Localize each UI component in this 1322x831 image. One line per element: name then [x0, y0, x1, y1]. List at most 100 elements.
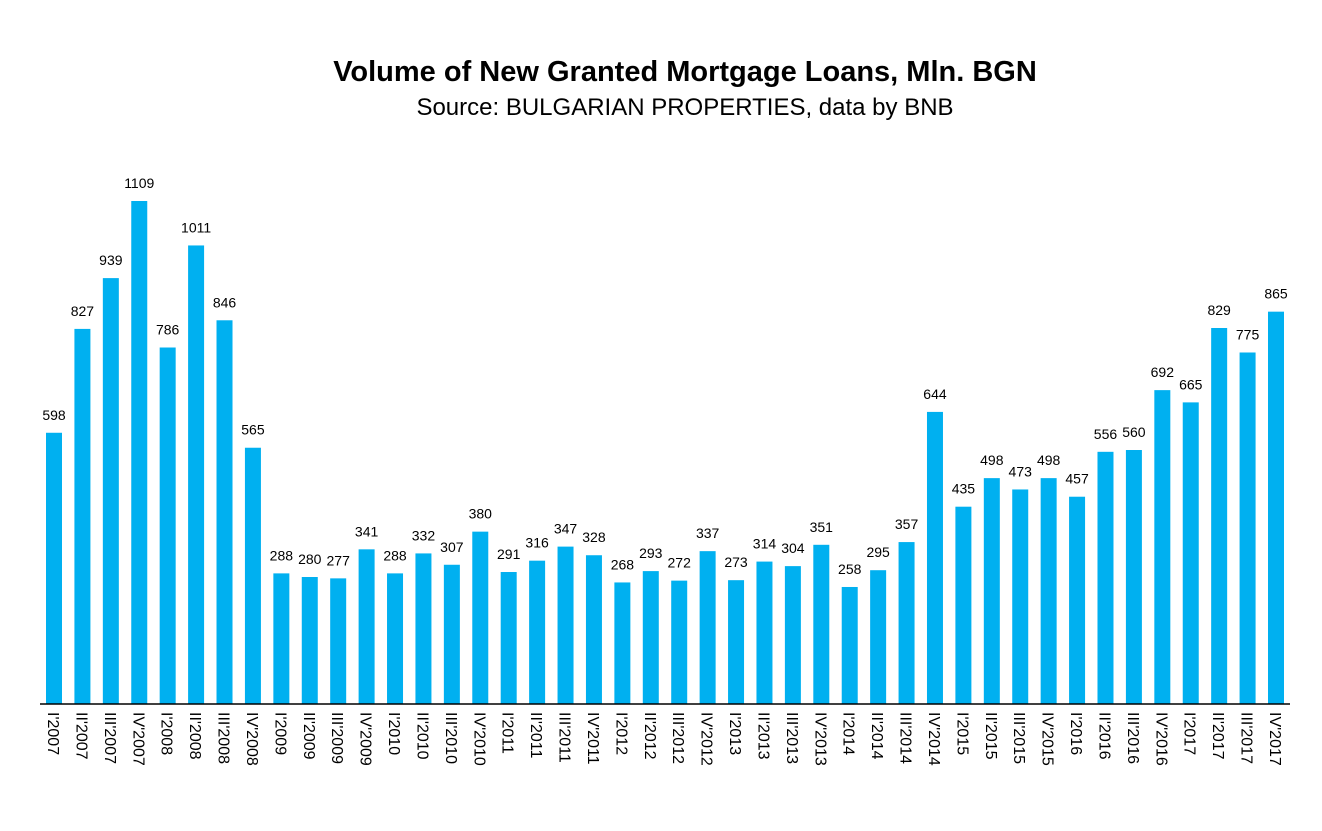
data-label: 556 [1094, 426, 1118, 442]
data-label: 357 [895, 516, 919, 532]
data-label: 565 [241, 422, 265, 438]
data-label: 665 [1179, 376, 1203, 392]
x-tick-label: II'2010 [413, 712, 430, 760]
x-tick-label: III'2016 [1124, 712, 1141, 764]
x-tick-label: IV'2012 [698, 712, 715, 766]
bar [813, 544, 830, 704]
bar [472, 531, 489, 704]
x-tick-label: IV'2014 [925, 712, 942, 766]
x-tick-label: III'2012 [669, 712, 686, 764]
bar [273, 573, 290, 704]
bar [926, 411, 943, 704]
data-label: 273 [724, 554, 748, 570]
bar [955, 506, 972, 704]
bar [415, 553, 432, 704]
bar [728, 580, 745, 704]
bar [870, 570, 887, 704]
x-tick-label: I'2010 [385, 712, 402, 755]
data-label: 268 [611, 556, 635, 572]
x-tick-label: IV'2007 [129, 712, 146, 766]
x-tick-label: I'2016 [1067, 712, 1084, 755]
bar [330, 578, 347, 704]
bar [1012, 489, 1029, 704]
data-label: 435 [952, 481, 976, 497]
x-tick-label: III'2017 [1238, 712, 1255, 764]
bar [756, 561, 773, 704]
data-label: 939 [99, 252, 123, 268]
data-label: 277 [327, 552, 351, 568]
x-tick-label: I'2009 [271, 712, 288, 755]
x-tick-label: III'2011 [556, 712, 573, 763]
x-tick-label: II'2013 [754, 712, 771, 760]
bar [244, 447, 261, 704]
bar [358, 549, 375, 704]
x-tick-label: IV'2008 [243, 712, 260, 766]
bar [557, 546, 574, 704]
x-tick-label: III'2015 [1010, 712, 1027, 764]
chart-subtitle: Source: BULGARIAN PROPERTIES, data by BN… [416, 94, 954, 121]
bar [1268, 311, 1284, 704]
bar [500, 572, 517, 704]
bar [188, 245, 205, 705]
bar [1040, 478, 1057, 704]
x-tick-label: I'2011 [499, 712, 516, 754]
data-label: 380 [469, 506, 493, 522]
data-label: 498 [980, 452, 1004, 468]
bar [1069, 496, 1086, 704]
data-label: 829 [1207, 302, 1231, 318]
bar [131, 201, 148, 704]
data-label: 328 [582, 529, 606, 545]
x-tick-label: III'2008 [215, 712, 232, 764]
data-label: 258 [838, 561, 862, 577]
bar [46, 432, 62, 704]
data-label: 865 [1264, 286, 1288, 302]
data-label: 307 [440, 539, 464, 555]
bar [841, 586, 858, 704]
bar [159, 347, 176, 704]
bar [983, 478, 1000, 704]
data-label: 498 [1037, 452, 1061, 468]
x-tick-label: I'2017 [1181, 712, 1198, 755]
x-tick-label: II'2017 [1209, 712, 1226, 760]
bar [614, 582, 631, 704]
data-label: 827 [71, 303, 95, 319]
x-tick-label: IV'2010 [470, 712, 487, 766]
x-tick-label: I'2012 [612, 712, 629, 755]
x-tick-label: I'2008 [158, 712, 175, 755]
data-label: 293 [639, 545, 663, 561]
data-label: 347 [554, 521, 578, 537]
x-tick-label: IV'2013 [811, 712, 828, 766]
x-tick-label: II'2014 [868, 712, 885, 760]
data-label: 473 [1009, 463, 1033, 479]
x-tick-label: III'2009 [328, 712, 345, 764]
x-tick-label: IV'2009 [357, 712, 374, 766]
data-label: 332 [412, 527, 436, 543]
x-tick-label: I'2007 [44, 712, 61, 755]
data-label: 786 [156, 322, 180, 338]
x-tick-label: II'2009 [300, 712, 317, 760]
x-tick-label: IV'2011 [584, 712, 601, 765]
x-tick-label: I'2013 [726, 712, 743, 755]
bar [1211, 327, 1228, 704]
data-label: 291 [497, 546, 521, 562]
bar [1154, 390, 1171, 704]
bar [699, 551, 716, 704]
data-label: 288 [270, 547, 294, 563]
bar [216, 320, 233, 704]
data-label: 337 [696, 525, 720, 541]
bar [1182, 402, 1199, 704]
x-tick-label: IV'2015 [1039, 712, 1056, 766]
x-tick-label: IV'2017 [1266, 712, 1283, 766]
bar [784, 566, 801, 704]
data-label: 598 [42, 407, 66, 423]
data-label: 692 [1151, 364, 1175, 380]
bar [529, 560, 546, 704]
data-label: 295 [866, 544, 890, 560]
bar [443, 564, 460, 704]
data-label: 314 [753, 536, 777, 552]
data-label: 1109 [124, 175, 154, 191]
x-tick-label: II'2012 [641, 712, 658, 760]
bar [387, 573, 404, 704]
bar [301, 577, 318, 704]
